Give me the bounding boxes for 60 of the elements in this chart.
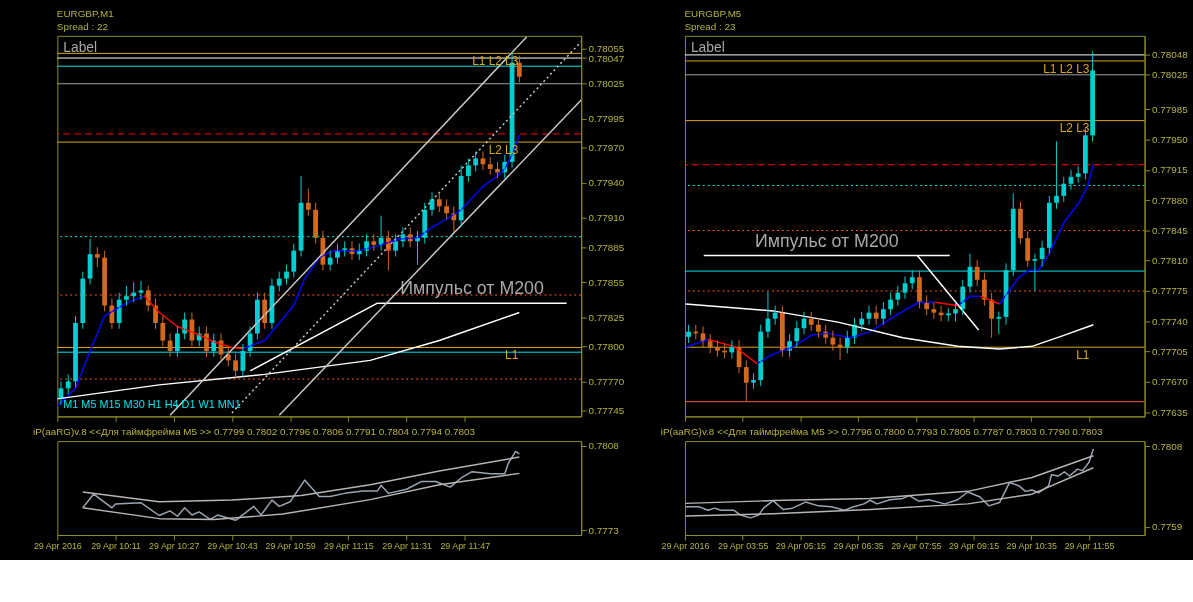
y-tick-label: 0.77705	[1151, 345, 1189, 357]
x-tick-label: 29 Apr 10:27	[149, 541, 200, 552]
y-tick-label: 0.77635	[1151, 406, 1189, 418]
x-tick-label: 29 Apr 2016	[33, 541, 82, 552]
chart-subtitle: Spread : 22	[56, 20, 108, 32]
annotation: Label	[690, 38, 725, 55]
y-tick-label: 0.77800	[588, 340, 625, 352]
chart-title: EURGBP,M1	[56, 8, 115, 20]
y-tick-label: 0.7759	[1151, 521, 1183, 533]
x-tick-label: 29 Apr 10:35	[1006, 541, 1058, 552]
y-tick-label: 0.77775	[1151, 285, 1189, 297]
y-tick-label: 0.7773	[588, 524, 620, 536]
y-tick-label: 0.77845	[1151, 224, 1189, 236]
y-tick-label: 0.77910	[588, 212, 625, 224]
chart-title: iP(aaRG)v.8 <<Для таймфрейма M5 >> 0.7799 0.7802 0.7796 0.7806 0.7791 0.7804 0.7794 0.7803	[33, 426, 476, 438]
annotation: Label	[63, 38, 98, 55]
x-tick-label: 29 Apr 10:43	[207, 541, 258, 552]
x-tick-label: 29 Apr 03:55	[718, 541, 769, 552]
x-tick-label: 29 Apr 09:15	[948, 541, 1000, 552]
y-tick-label: 0.77985	[1151, 103, 1189, 115]
y-tick-label: 0.77810	[1151, 255, 1189, 267]
y-tick-label: 0.77880	[1151, 194, 1189, 206]
y-tick-label: 0.77825	[588, 311, 625, 323]
chart-title: iP(aaRG)v.8 <<Для таймфрейма M5 >> 0.7796 0.7800 0.7793 0.7805 0.7787 0.7803 0.7790 0.7803	[660, 426, 1104, 438]
y-tick-label: 0.77740	[1151, 315, 1189, 327]
chart-title: EURGBP,M5	[684, 8, 742, 20]
y-tick-label: 0.77940	[588, 177, 625, 189]
x-tick-label: 29 Apr 06:35	[833, 541, 884, 552]
x-tick-label: 29 Apr 05:15	[775, 541, 827, 552]
x-tick-label: 29 Apr 11:31	[382, 541, 432, 552]
y-tick-label: 0.77950	[1151, 134, 1189, 146]
x-tick-label: 29 Apr 11:55	[1064, 541, 1115, 552]
y-tick-label: 0.78048	[1151, 49, 1189, 61]
y-tick-label: 0.78025	[1151, 69, 1189, 81]
y-tick-label: 0.77770	[588, 375, 625, 387]
y-tick-label: 0.7808	[1151, 440, 1183, 452]
x-tick-label: 29 Apr 11:15	[324, 541, 374, 552]
x-tick-label: 29 Apr 10:59	[265, 541, 316, 552]
y-tick-label: 0.77915	[1151, 164, 1189, 176]
series-label: Импульс от M200	[754, 230, 899, 251]
chart-subtitle: Spread : 23	[684, 20, 737, 32]
y-tick-label: 0.78025	[588, 78, 625, 90]
y-tick-label: 0.77970	[588, 142, 625, 154]
x-tick-label: 29 Apr 07:55	[891, 541, 942, 552]
y-tick-label: 0.7808	[588, 440, 620, 452]
y-tick-label: 0.77885	[588, 241, 625, 253]
ref-line-label: L2 L3	[1059, 121, 1090, 136]
x-tick-label: 29 Apr 10:11	[91, 541, 141, 552]
x-tick-label: 29 Apr 2016	[661, 541, 710, 552]
ref-line-label: L1 L2 L3	[1043, 61, 1090, 76]
x-tick-label: 29 Apr 11:47	[440, 541, 491, 552]
y-tick-label: 0.77670	[1151, 376, 1189, 388]
annotation: M1 M5 M15 M30 H1 H4 D1 W1 MN1	[63, 397, 241, 410]
y-tick-label: 0.77745	[588, 405, 625, 417]
series-label: Импульс от M200	[400, 278, 544, 299]
y-tick-label: 0.77855	[588, 276, 625, 288]
ref-line-label: L1	[1076, 348, 1090, 363]
y-tick-label: 0.77995	[588, 113, 625, 125]
y-tick-label: 0.78047	[588, 52, 625, 64]
y-tick-label: 0.78055	[588, 43, 625, 55]
